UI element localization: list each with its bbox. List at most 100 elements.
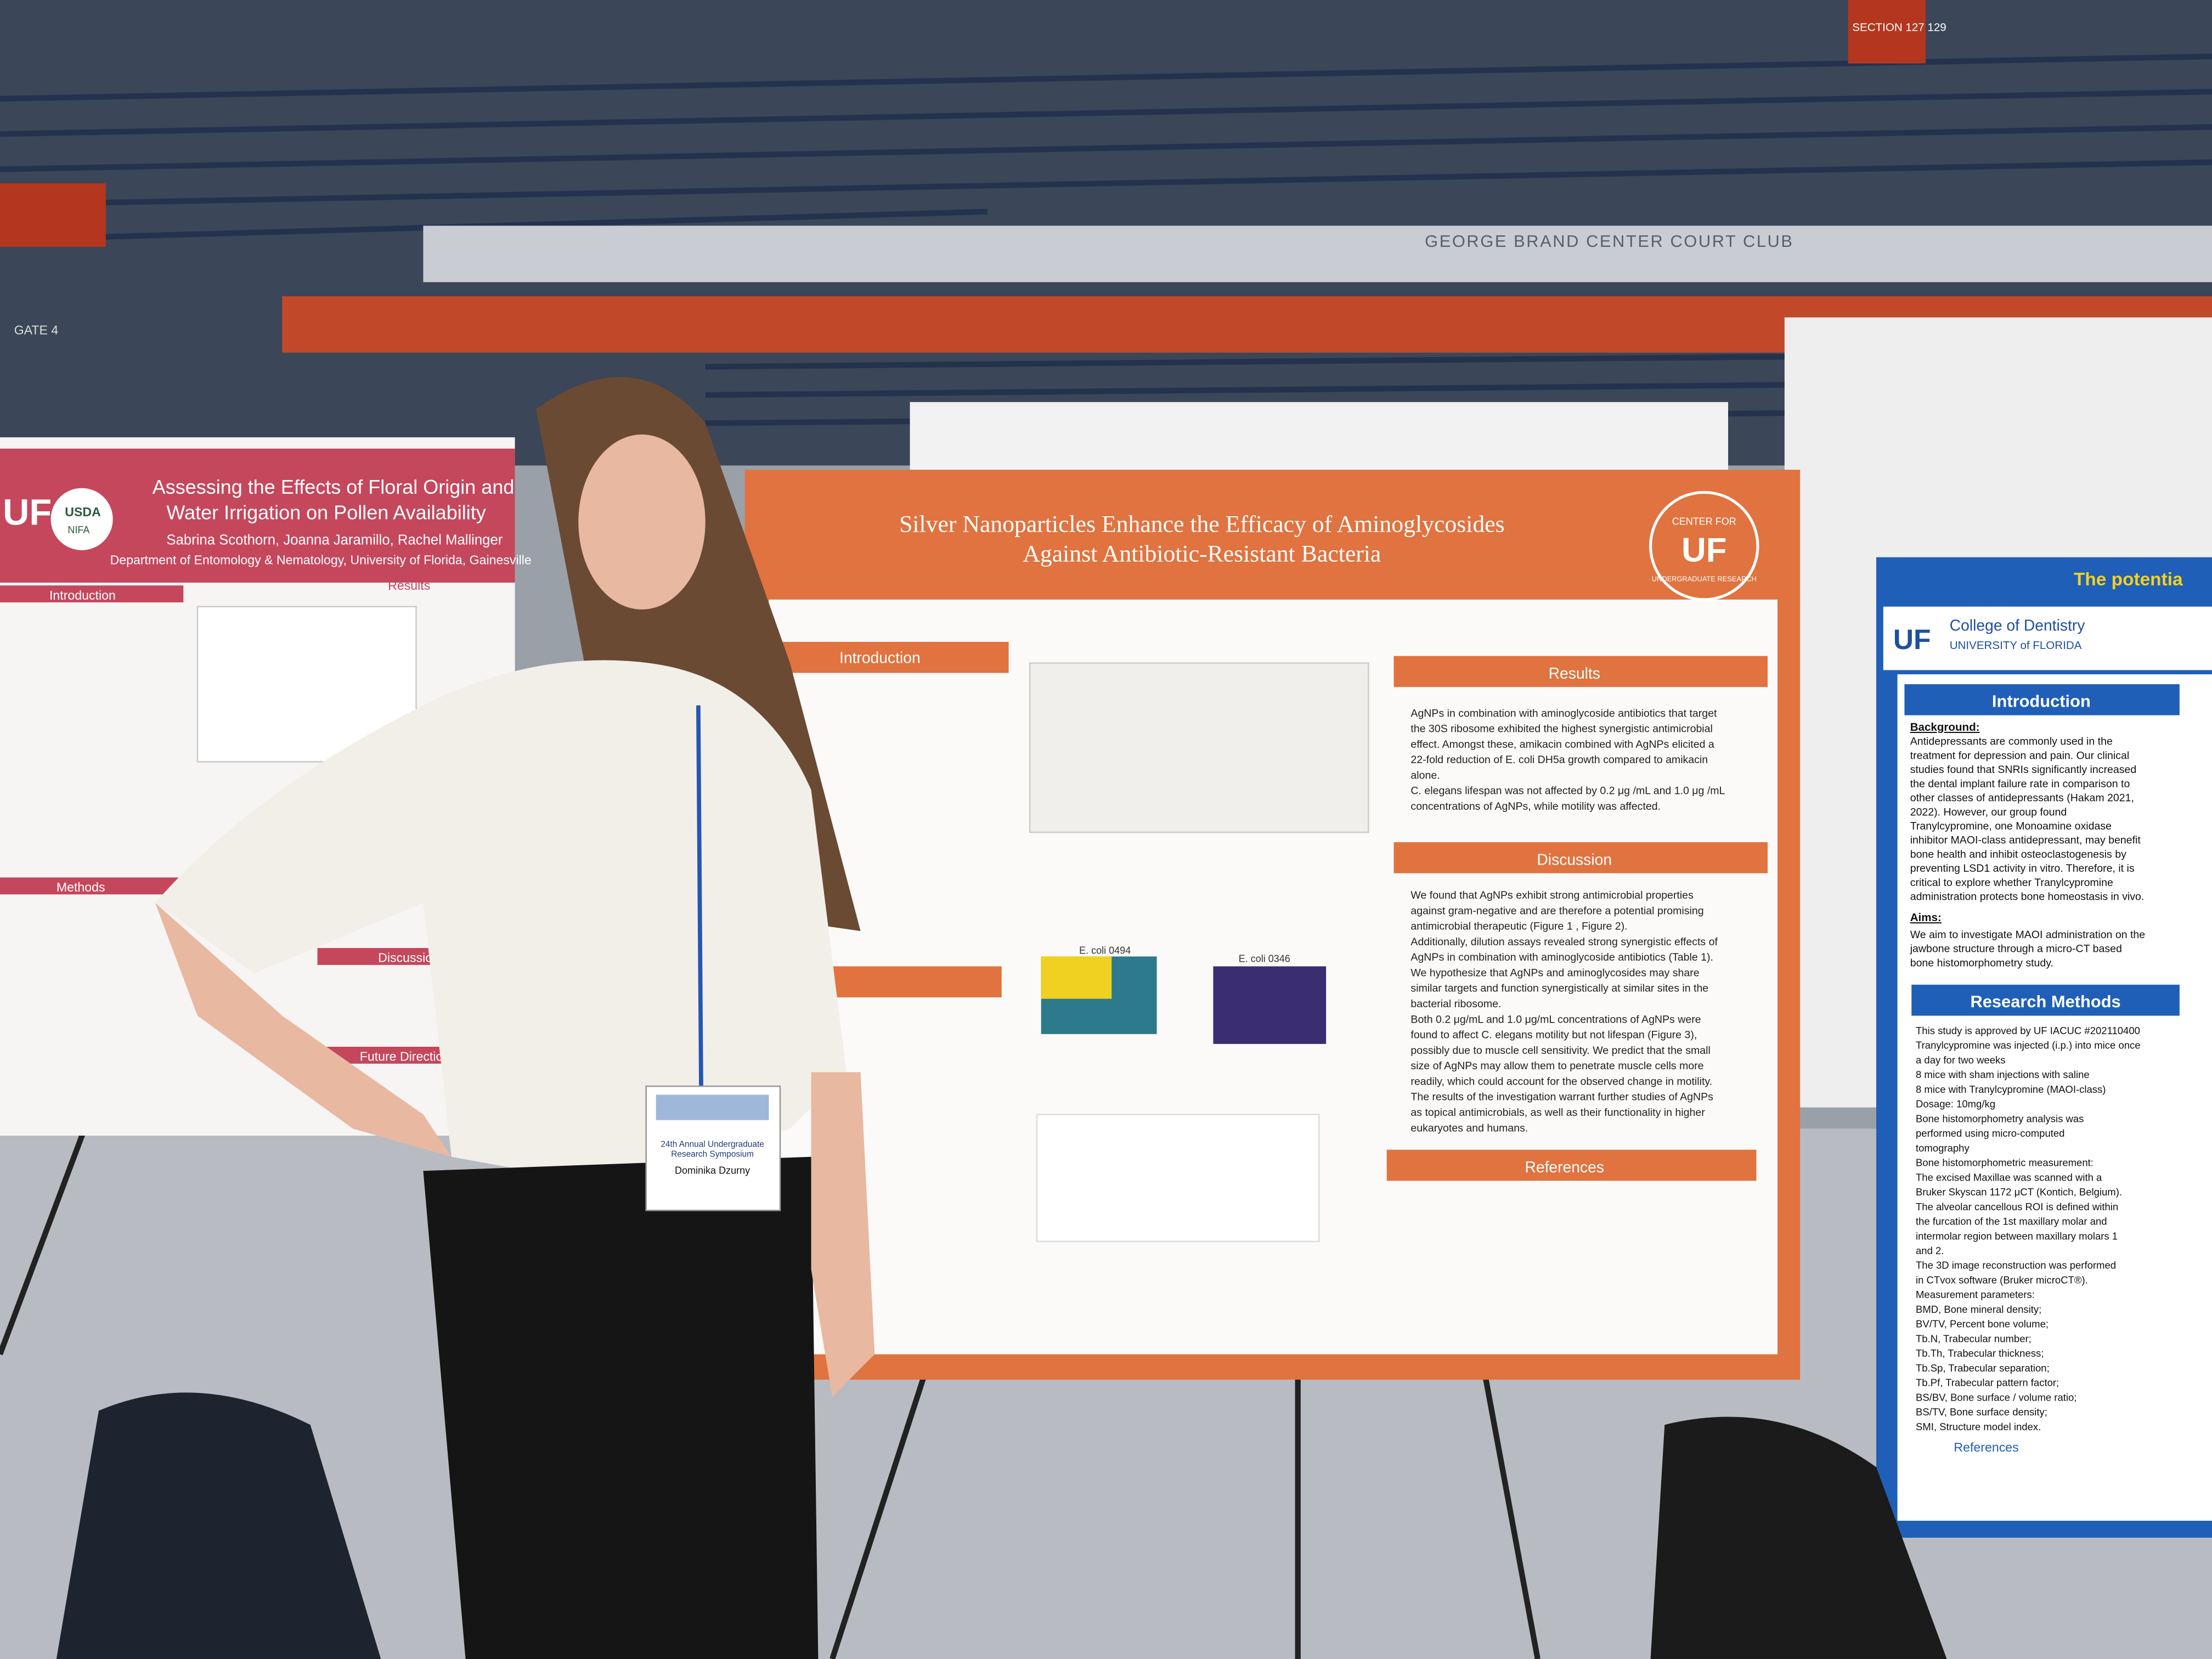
body-text-line: critical to explore whether Tranylcyprom… [1910, 877, 2113, 889]
badge-name: Dominika Dzurny [675, 1165, 750, 1176]
body-text-line: Tranylcypromine, one Monoamine oxidase [1910, 820, 2112, 832]
cur-logo-ring [1649, 490, 1759, 601]
heading-bar [0, 877, 184, 895]
heatmap-title: E. coli 0346 [1239, 953, 1290, 964]
body-text-line: preventing LSD1 activity in vitro. There… [1910, 862, 2135, 874]
body-text-line: a day for two weeks [1916, 1054, 2006, 1065]
arm [155, 902, 452, 1157]
body-text-line: and 2. [1916, 1245, 1944, 1256]
section-heading: Results [1549, 664, 1600, 682]
body-text-line: 22-fold reduction of E. coli DH5a growth… [1410, 754, 1708, 766]
body-text-line: found to affect C. elegans motility but … [1410, 1029, 1697, 1041]
poster-body [1897, 674, 2212, 1521]
section-heading: Introduction [839, 649, 921, 667]
right-poster: The potentia UF College of Dentistry UNI… [1876, 557, 2212, 1538]
body-text-line: BS/BV, Bone surface / volume ratio; [1916, 1391, 2076, 1403]
body-text-line: This study is approved by UF IACUC #2021… [1916, 1025, 2140, 1036]
board-top [910, 402, 1728, 480]
body-text-line: eukaryotes and humans. [1410, 1122, 1528, 1134]
body-text-line: the furcation of the 1st maxillary molar… [1916, 1216, 2107, 1227]
body-text-line: tomography [1916, 1142, 1970, 1154]
body-text-line: the 30S ribosome exhibited the highest s… [1410, 723, 1712, 735]
heading-bar [1393, 842, 1768, 873]
body-text-line: Tb.N, Trabecular number; [1916, 1333, 2032, 1344]
heatmap-patch [1041, 956, 1112, 999]
section-sign-text: SECTION 127 129 [1852, 21, 1946, 34]
poster-affiliation: Department of Entomology & Nematology, U… [110, 553, 532, 567]
blouse [155, 660, 847, 1185]
body-text-line: treatment for depression and pain. Our c… [1910, 749, 2130, 761]
badge-event: Research Symposium [671, 1150, 754, 1159]
section-heading: Introduction [1992, 691, 2091, 710]
body-text-line: Antidepressants are commonly used in the [1910, 736, 2113, 748]
section-heading: Discussion [1537, 850, 1612, 868]
body-text-line: antimicrobial therapeutic (Figure 1 , Fi… [1410, 921, 1627, 933]
body-text-line: We aim to investigate MAOI administratio… [1910, 929, 2145, 941]
body-text-line: The 3D image reconstruction was performe… [1916, 1260, 2116, 1271]
body-text-line: The results of the investigation warrant… [1410, 1091, 1713, 1103]
right-arm [811, 1072, 875, 1397]
uf-logo: UF [3, 492, 52, 533]
name-badge: 24th Annual Undergraduate Research Sympo… [645, 1085, 781, 1211]
center-poster: Silver Nanoparticles Enhance the Efficac… [744, 470, 1801, 1380]
cur-logo-mark: UF [1681, 531, 1726, 569]
body-text-line: Bruker Skyscan 1172 μCT (Kontich, Belgiu… [1916, 1186, 2122, 1198]
body-text-line: performed using micro-computed [1916, 1127, 2064, 1139]
poster-title-line: Assessing the Effects of Floral Origin a… [153, 476, 515, 498]
poster-title: The potentia [2074, 569, 2183, 590]
body-text-line: concentrations of AgNPs, while motility … [1410, 800, 1661, 812]
cur-logo-bottom: UNDERGRADUATE RESEARCH [1652, 574, 1757, 583]
body-text-line: the dental implant failure rate in compa… [1910, 778, 2130, 790]
body-text-line: effect. Amongst these, amikacin combined… [1410, 738, 1714, 751]
concourse-wall [423, 225, 2212, 283]
poster-title-line: Water Irrigation on Pollen Availability [166, 501, 486, 523]
body-text-line: alone. [1410, 769, 1440, 781]
face [578, 435, 706, 610]
body-text-line: We hypothesize that AgNPs and aminoglyco… [1410, 967, 1699, 979]
heatmap-title: E. coli 0494 [1079, 945, 1131, 956]
gate-sign: GATE 4 [14, 323, 59, 337]
body-text-line: possibly due to muscle cell sensitivity.… [1410, 1045, 1710, 1057]
college-name: College of Dentistry [1950, 616, 2086, 634]
body-text-line: Tranylcypromine was injected (i.p.) into… [1916, 1040, 2141, 1051]
lanyard [696, 705, 703, 1087]
club-sign: GEORGE BRAND CENTER COURT CLUB [1425, 232, 1793, 251]
body-text-line: bone health and inhibit osteoclastogenes… [1910, 848, 2126, 860]
heading-bar [1904, 684, 2180, 715]
body-text-line: Tb.Sp, Trabecular separation; [1916, 1362, 2050, 1374]
section-heading: Introduction [49, 588, 116, 602]
body-text-line: BS/TV, Bone surface density; [1916, 1406, 2047, 1418]
subheading: Aims: [1910, 911, 1942, 924]
uf-logo: UF [1893, 623, 1931, 655]
body-text-line: other classes of antidepressants (Hakam … [1910, 792, 2134, 804]
body-text-line: BV/TV, Percent bone volume; [1916, 1318, 2049, 1330]
table-figure [1029, 662, 1369, 833]
section-sign [1848, 0, 1926, 64]
body-text-line: Tb.Th, Trabecular thickness; [1916, 1347, 2044, 1359]
heading-bar [1393, 656, 1768, 687]
body-text-line: AgNPs in combination with aminoglycoside… [1410, 951, 1713, 963]
body-text-line: size of AgNPs may allow them to penetrat… [1410, 1060, 1703, 1072]
body-text-line: Tb.Pf, Trabecular pattern factor; [1916, 1377, 2059, 1389]
body-text-line: similar targets and function synergistic… [1410, 983, 1708, 995]
body-text-line: Measurement parameters: [1916, 1289, 2035, 1300]
section-sign-left [0, 183, 106, 247]
poster-title-line: Against Antibiotic-Resistant Bacteria [1023, 540, 1381, 567]
body-text-line: studies found that SNRIs significantly i… [1910, 764, 2137, 776]
body-text-line: 8 mice with sham injections with saline [1916, 1069, 2090, 1080]
body-text-line: bacterial ribosome. [1410, 998, 1501, 1010]
section-heading: Results [388, 578, 430, 592]
logo-strip [1883, 606, 2212, 670]
body-text-line: The alveolar cancellous ROI is defined w… [1916, 1201, 2118, 1212]
body-text-line: BMD, Bone mineral density; [1916, 1304, 2041, 1315]
poster-title-line: Silver Nanoparticles Enhance the Efficac… [899, 511, 1505, 537]
body-text-line: C. elegans lifespan was not affected by … [1410, 785, 1725, 797]
body-text-line: Bone histomorphometric measurement: [1916, 1157, 2094, 1169]
heading-bar [0, 585, 184, 602]
body-text-line: intermolar region between maxillary mola… [1916, 1230, 2118, 1242]
body-text-line: Bone histomorphometry analysis was [1916, 1113, 2084, 1124]
backpack [56, 1392, 381, 1659]
nifa-text: NIFA [67, 524, 89, 535]
heatmap [1213, 966, 1327, 1044]
